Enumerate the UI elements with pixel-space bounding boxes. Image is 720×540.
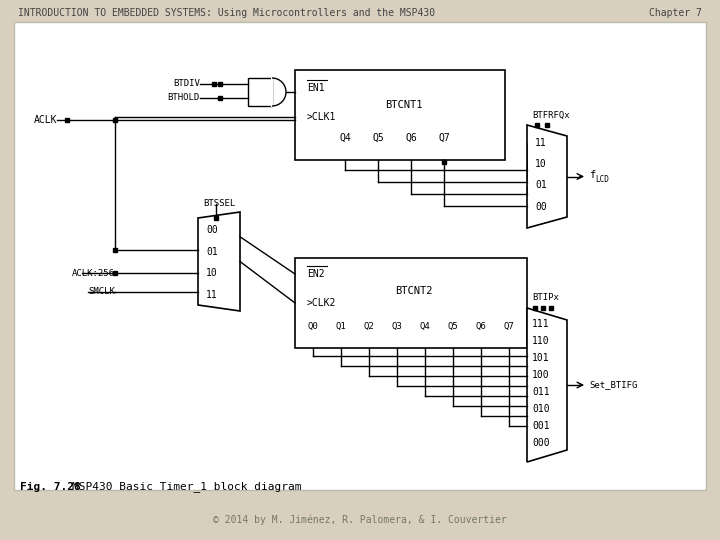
Text: BTFRFQx: BTFRFQx — [532, 111, 570, 119]
Text: BTSSEL: BTSSEL — [203, 199, 235, 208]
Text: f: f — [589, 171, 595, 180]
Text: >CLK1: >CLK1 — [307, 112, 336, 122]
Text: 000: 000 — [532, 438, 549, 448]
Text: EN1: EN1 — [307, 83, 325, 93]
Text: 111: 111 — [532, 319, 549, 329]
Text: BTHOLD: BTHOLD — [168, 93, 200, 103]
Text: 01: 01 — [206, 247, 217, 256]
Text: ACLK: ACLK — [34, 115, 57, 125]
Text: BTIPx: BTIPx — [532, 294, 559, 302]
Text: EN2: EN2 — [307, 269, 325, 279]
Text: Q7: Q7 — [438, 133, 450, 143]
Text: LCD: LCD — [595, 175, 609, 184]
Text: 100: 100 — [532, 370, 549, 380]
Bar — [295, 70, 505, 160]
Text: Q5: Q5 — [448, 321, 459, 330]
Text: 10: 10 — [535, 159, 546, 169]
Text: Q6: Q6 — [476, 321, 487, 330]
Text: Q4: Q4 — [420, 321, 431, 330]
Text: Q6: Q6 — [405, 133, 417, 143]
Bar — [295, 258, 527, 348]
Text: Q4: Q4 — [339, 133, 351, 143]
Polygon shape — [527, 308, 567, 462]
Text: SMCLK: SMCLK — [88, 287, 115, 296]
Text: 101: 101 — [532, 353, 549, 363]
Text: 001: 001 — [532, 421, 549, 431]
Text: INTRODUCTION TO EMBEDDED SYSTEMS: Using Microcontrollers and the MSP430: INTRODUCTION TO EMBEDDED SYSTEMS: Using … — [18, 8, 435, 18]
Text: © 2014 by M. Jiménez, R. Palomera, & I. Couvertier: © 2014 by M. Jiménez, R. Palomera, & I. … — [213, 515, 507, 525]
Text: 00: 00 — [535, 202, 546, 212]
Text: Set_BTIFG: Set_BTIFG — [589, 381, 637, 389]
Text: 01: 01 — [535, 180, 546, 191]
Text: 010: 010 — [532, 404, 549, 414]
Text: 110: 110 — [532, 336, 549, 346]
Polygon shape — [198, 212, 240, 311]
Text: Fig. 7.28: Fig. 7.28 — [20, 482, 81, 492]
Text: ACLK:256: ACLK:256 — [72, 268, 115, 278]
Text: >CLK2: >CLK2 — [307, 298, 336, 308]
Text: MSP430 Basic Timer_1 block diagram: MSP430 Basic Timer_1 block diagram — [72, 482, 302, 492]
Text: 011: 011 — [532, 387, 549, 397]
Text: 11: 11 — [535, 138, 546, 148]
Text: Chapter 7: Chapter 7 — [649, 8, 702, 18]
Bar — [248, 78, 272, 106]
Text: BTCNT1: BTCNT1 — [385, 100, 423, 110]
Text: BTDIV: BTDIV — [173, 79, 200, 89]
Text: Q0: Q0 — [307, 321, 318, 330]
Text: Q5: Q5 — [372, 133, 384, 143]
Text: 11: 11 — [206, 291, 217, 300]
Text: BTCNT2: BTCNT2 — [395, 286, 433, 296]
Text: Q2: Q2 — [364, 321, 374, 330]
Polygon shape — [527, 125, 567, 228]
Text: 00: 00 — [206, 225, 217, 235]
Text: Q1: Q1 — [336, 321, 346, 330]
Bar — [14, 22, 706, 490]
Text: 10: 10 — [206, 268, 217, 279]
Text: Q7: Q7 — [503, 321, 514, 330]
Text: Q3: Q3 — [392, 321, 402, 330]
